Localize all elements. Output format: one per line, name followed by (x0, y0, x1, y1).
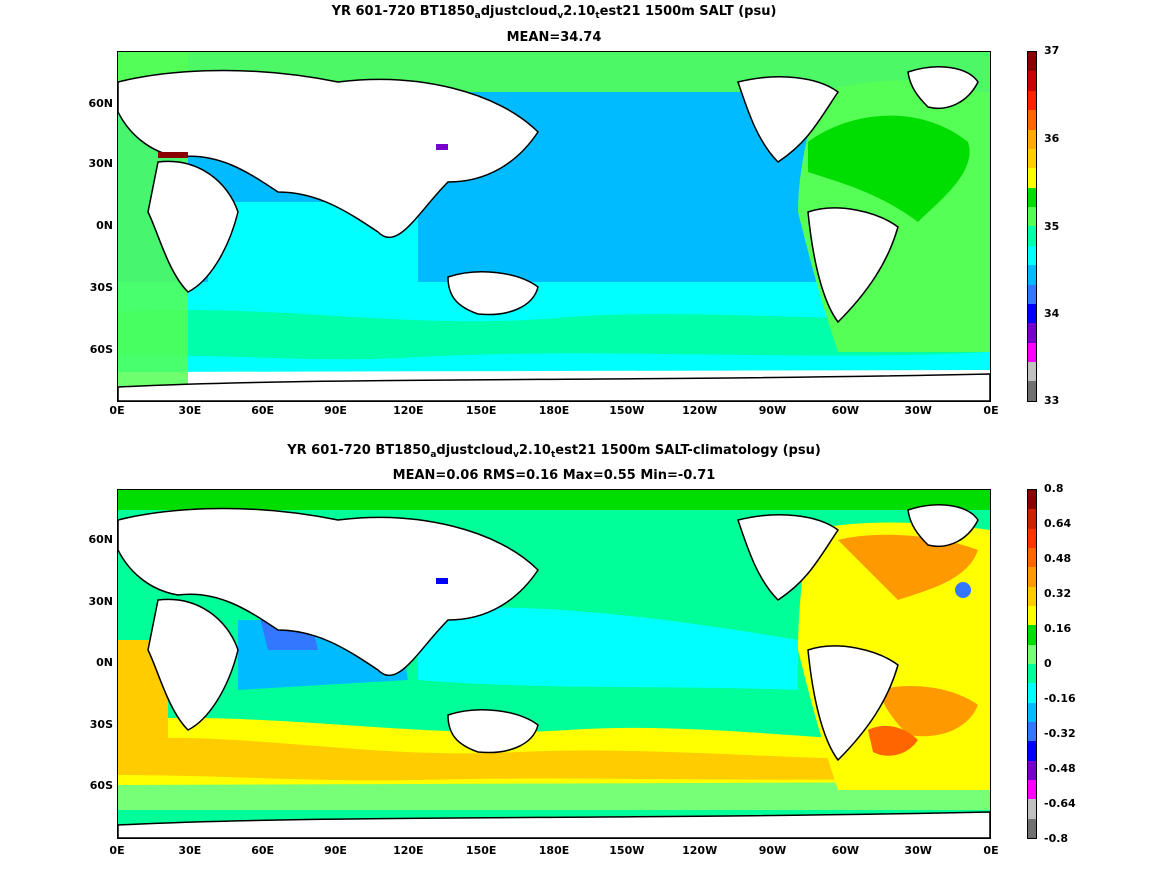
top-colorbar-swatch (1028, 265, 1036, 285)
bottom-x-tick: 120W (682, 844, 718, 857)
bottom-colorbar-swatch (1028, 702, 1036, 722)
bottom-colorbar-swatch (1028, 779, 1036, 800)
bottom-cbar-tick-neg-0-48: -0.48 (1044, 762, 1076, 775)
top-colorbar-swatch (1028, 110, 1036, 130)
bottom-colorbar-swatch (1028, 490, 1036, 510)
bottom-colorbar (1027, 489, 1037, 839)
top-colorbar-swatch (1028, 52, 1036, 72)
bottom-x-tick: 90W (758, 844, 787, 857)
top-salinity-map (117, 51, 991, 402)
top-colorbar-swatch (1028, 90, 1036, 111)
bottom-x-tick: 30E (178, 844, 202, 857)
bottom-cbar-tick-neg-0-64: -0.64 (1044, 797, 1076, 810)
top-y-tick-60n: 60N (88, 97, 113, 110)
top-colorbar-swatch (1028, 207, 1036, 227)
bottom-colorbar-swatch (1028, 567, 1036, 587)
bottom-map-subtitle: MEAN=0.06 RMS=0.16 Max=0.55 Min=-0.71 (392, 468, 716, 483)
top-x-tick: 150E (465, 404, 497, 417)
bottom-colorbar-swatch (1028, 625, 1036, 645)
top-colorbar-swatch (1028, 168, 1036, 188)
top-x-tick: 60W (831, 404, 860, 417)
bottom-x-tick: 150W (609, 844, 645, 857)
bottom-colorbar-swatch (1028, 509, 1036, 529)
bottom-colorbar-swatch (1028, 586, 1036, 606)
bottom-cbar-tick-0-32: 0.32 (1044, 587, 1072, 600)
bottom-x-tick: 0E (109, 844, 125, 857)
bottom-cbar-tick-0-48: 0.48 (1044, 552, 1072, 565)
bottom-x-tick: 60W (831, 844, 860, 857)
top-colorbar-swatch (1028, 245, 1036, 266)
bottom-colorbar-swatch (1028, 760, 1036, 780)
top-y-tick-0n: 0N (96, 219, 113, 232)
bottom-cbar-tick-neg-0-32: -0.32 (1044, 727, 1076, 740)
bottom-y-tick-30s: 30S (89, 718, 113, 731)
top-x-tick: 120W (682, 404, 718, 417)
bottom-colorbar-swatch (1028, 644, 1036, 664)
bottom-cbar-tick-neg-0-8: -0.8 (1044, 832, 1069, 845)
top-x-tick: 30E (178, 404, 202, 417)
bottom-cbar-tick-neg-0-16: -0.16 (1044, 692, 1076, 705)
top-colorbar-swatch (1028, 226, 1036, 246)
top-colorbar-swatch (1028, 323, 1036, 343)
bottom-colorbar-swatch (1028, 721, 1036, 742)
bottom-colorbar-swatch (1028, 683, 1036, 703)
bottom-colorbar-swatch (1028, 818, 1036, 838)
bottom-x-tick: 0E (983, 844, 999, 857)
bottom-map-title: YR 601-720 BT1850adjustcloudv2.10test21 … (287, 443, 821, 460)
top-map-subtitle: MEAN=34.74 (506, 30, 602, 45)
bottom-colorbar-swatch (1028, 741, 1036, 761)
top-y-tick-30n: 30N (88, 157, 113, 170)
top-cbar-tick-37: 37 (1044, 44, 1060, 57)
top-colorbar-swatch (1028, 148, 1036, 169)
top-cbar-tick-33: 33 (1044, 394, 1060, 407)
bottom-cbar-tick-0-16: 0.16 (1044, 622, 1072, 635)
top-colorbar-swatch (1028, 362, 1036, 382)
top-x-tick: 60E (251, 404, 275, 417)
bottom-x-tick: 30W (904, 844, 932, 857)
top-colorbar-swatch (1028, 342, 1036, 362)
bottom-colorbar-swatch (1028, 799, 1036, 819)
bottom-x-tick: 60E (251, 844, 275, 857)
top-x-tick: 90E (324, 404, 347, 417)
top-x-tick: 150W (609, 404, 645, 417)
top-colorbar (1027, 51, 1037, 402)
top-cbar-tick-36: 36 (1044, 132, 1060, 145)
bottom-x-tick: 120E (393, 844, 424, 857)
bottom-salinity-anomaly-map (117, 489, 991, 839)
bottom-y-tick-60n: 60N (88, 533, 113, 546)
top-colorbar-swatch (1028, 71, 1036, 91)
bottom-colorbar-swatch (1028, 605, 1036, 626)
top-y-tick-60s: 60S (89, 343, 113, 356)
top-cbar-tick-35: 35 (1044, 220, 1060, 233)
top-y-tick-30s: 30S (89, 281, 113, 294)
bottom-x-tick: 180E (538, 844, 570, 857)
bottom-y-tick-30n: 30N (88, 595, 113, 608)
top-cbar-tick-34: 34 (1044, 307, 1060, 320)
top-colorbar-swatch (1028, 303, 1036, 324)
top-map-title: YR 601-720 BT1850adjustcloudv2.10test21 … (331, 4, 777, 21)
top-colorbar-swatch (1028, 284, 1036, 304)
bottom-colorbar-swatch (1028, 528, 1036, 548)
bottom-cbar-tick-0-8: 0.8 (1044, 482, 1064, 495)
top-colorbar-swatch (1028, 129, 1036, 149)
top-x-tick: 0E (983, 404, 999, 417)
bottom-colorbar-swatch (1028, 663, 1036, 684)
bottom-cbar-tick-0-64: 0.64 (1044, 517, 1072, 530)
bottom-cbar-tick-0: 0 (1044, 657, 1052, 670)
bottom-y-tick-0n: 0N (96, 656, 113, 669)
top-colorbar-swatch (1028, 187, 1036, 207)
bottom-x-tick: 150E (465, 844, 497, 857)
top-x-tick: 30W (904, 404, 932, 417)
top-colorbar-swatch (1028, 381, 1036, 401)
top-x-tick: 120E (393, 404, 424, 417)
top-x-tick: 90W (758, 404, 787, 417)
bottom-colorbar-swatch (1028, 547, 1036, 568)
top-x-tick: 0E (109, 404, 125, 417)
bottom-x-tick: 90E (324, 844, 347, 857)
top-x-tick: 180E (538, 404, 570, 417)
bottom-y-tick-60s: 60S (89, 779, 113, 792)
